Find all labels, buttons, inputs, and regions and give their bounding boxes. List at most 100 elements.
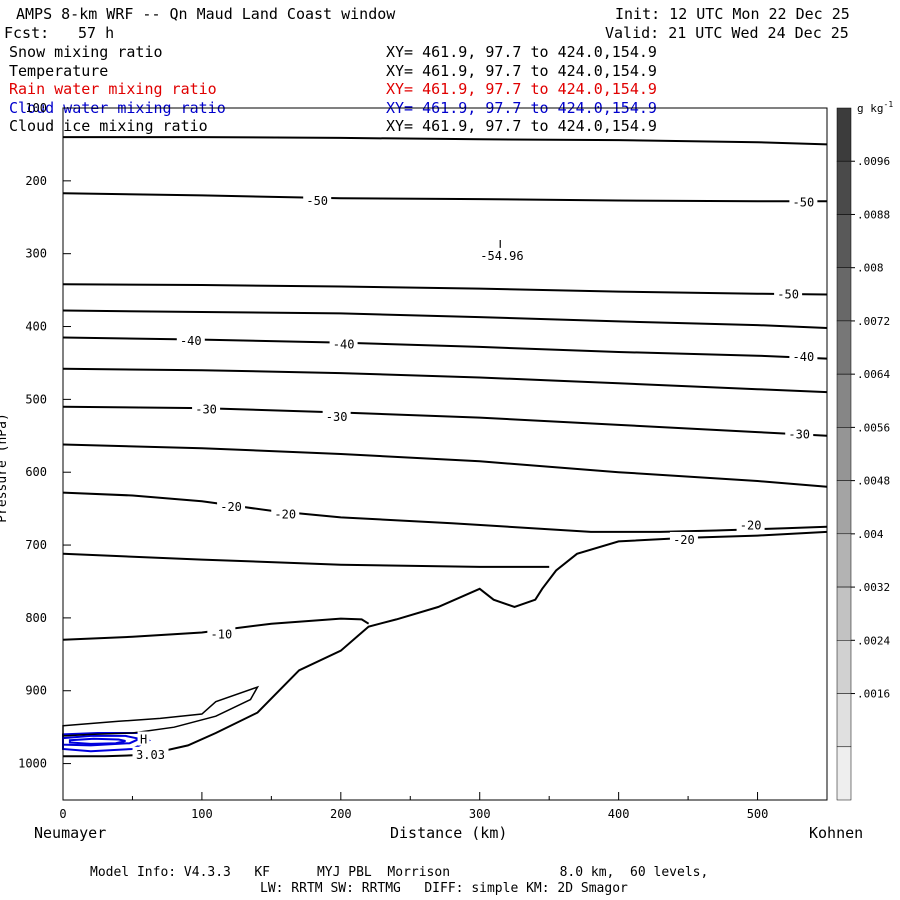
y-tick-label: 200 [25, 174, 47, 188]
colorbar-tick-label: .0096 [857, 155, 890, 168]
colorbar-tick-label: .0032 [857, 581, 890, 594]
field-name-rain: Rain water mixing ratio [9, 80, 217, 98]
plot-frame [62, 107, 828, 801]
temperature-contour-line [62, 617, 370, 641]
contour-label: -40 [180, 334, 202, 348]
colorbar-segment [836, 746, 852, 801]
colorbar-segment [836, 693, 852, 747]
x-tick-label: 100 [191, 807, 213, 821]
temperature-contour-line [62, 491, 828, 533]
contour-label-bg [217, 499, 246, 514]
cloud-water-contour [62, 734, 143, 747]
model-info-line-1: Model Info: V4.3.3 KF MYJ PBL Morrison 8… [90, 865, 709, 880]
colorbar-segment [836, 533, 852, 588]
contour-label: -50 [777, 287, 799, 301]
field-name-snow: Snow mixing ratio [9, 43, 163, 61]
x-tick-label: 500 [747, 807, 769, 821]
contour-label-bg [207, 626, 236, 641]
field-xy-cloud-ice: XY= 461.9, 97.7 to 424.0,154.9 [386, 117, 657, 135]
colorbar-tick-label: .0088 [857, 208, 890, 221]
temperature-contour-line [62, 552, 550, 568]
colorbar-tick-label: .0064 [857, 368, 890, 381]
field-name-cloud-ice: Cloud ice mixing ratio [9, 117, 208, 135]
colorbar-segment [836, 107, 852, 162]
y-tick-label: 600 [25, 465, 47, 479]
contour-label-bg [192, 401, 221, 416]
colorbar-tick-label: .0016 [857, 688, 890, 701]
y-tick-label: 500 [25, 392, 47, 406]
contour-label-bg [132, 746, 169, 761]
y-tick-label: 100 [25, 101, 47, 115]
contour-label-bg [774, 286, 803, 301]
contour-label: -50 [793, 196, 815, 210]
forecast-label: Fcst: [4, 24, 50, 42]
contour-label: -20 [220, 500, 242, 514]
x-tick-label: 0 [59, 807, 66, 821]
y-tick-label: 1000 [18, 757, 47, 771]
field-xy-snow: XY= 461.9, 97.7 to 424.0,154.9 [386, 43, 657, 61]
y-axis-label: Pressure (hPa) [0, 413, 10, 523]
model-info-line-2: LW: RRTM SW: RRTMG DIFF: simple KM: 2D S… [260, 881, 628, 896]
colorbar-segment [836, 640, 852, 694]
contour-label: -20 [274, 507, 296, 521]
contour-label: L [498, 238, 505, 252]
contour-label-bg [322, 408, 351, 423]
contour-label: -20 [673, 533, 695, 547]
cloud-ice-contour [62, 685, 260, 737]
contour-label-bg [475, 247, 528, 262]
y-tick-label: 900 [25, 684, 47, 698]
axes: 0 100 200 300 400 500 100 200 300 400 500 600 700 800… [18, 101, 768, 821]
colorbar-segment [836, 427, 852, 481]
contour-label: -54.96 [480, 249, 523, 263]
colorbar-tick-label: .0024 [857, 634, 890, 647]
y-tick-label: 400 [25, 320, 47, 334]
colorbar-tick-label: .004 [857, 528, 884, 541]
temperature-contour-line [62, 192, 827, 203]
contour-label-bg [789, 349, 818, 364]
contour-label: -40 [333, 338, 355, 352]
temperature-contour-line [62, 405, 828, 437]
terrain-outline [62, 530, 828, 758]
contour-label-bg [789, 194, 818, 209]
x-end-label: Kohnen [809, 824, 864, 842]
colorbar-tick-label: .0048 [857, 475, 890, 488]
contour-labels: -50 -50 L-54.96 -50 -40 -40 -40 -30 -30 -30 -20 -20… [132, 193, 818, 762]
contour-label-bg [785, 426, 814, 441]
colorbar-segment [836, 373, 852, 428]
valid-time: Valid: 21 UTC Wed 24 Dec 25 [605, 24, 849, 42]
forecast-hours: 57 h [78, 24, 115, 42]
contour-label-bg [303, 193, 332, 208]
x-tick-label: 300 [469, 807, 491, 821]
temperature-contour-line [62, 283, 828, 296]
temperature-contour-line [63, 136, 828, 146]
cloud-water-contour [68, 737, 126, 745]
chart-title: AMPS 8-km WRF -- Qn Maud Land Coast wind… [16, 5, 396, 23]
colorbar-tick-label: .008 [857, 262, 884, 275]
colorbar-segment [836, 267, 852, 322]
x-start-label: Neumayer [34, 824, 107, 842]
colorbar: .0096 .0088 .008 .0072 .0064 .0056 .0048 .004 .0… [836, 107, 890, 801]
contour-label: -40 [793, 350, 815, 364]
temperature-contours [62, 136, 828, 641]
init-time: Init: 12 UTC Mon 22 Dec 25 [615, 5, 850, 23]
contour-label-bg [669, 531, 698, 546]
contour-label-bg [271, 506, 300, 521]
y-tick-label: 800 [25, 611, 47, 625]
contour-label-bg [495, 236, 508, 251]
colorbar-segment [836, 586, 852, 641]
contour-label: -30 [788, 427, 810, 441]
contour-label-bg [736, 517, 765, 532]
colorbar-segment [836, 320, 852, 375]
y-tick-label: 300 [25, 247, 47, 261]
contour-label: 3.03 [136, 748, 165, 762]
colorbar-segment [836, 214, 852, 268]
colorbar-segment [836, 160, 852, 215]
field-name-temperature: Temperature [9, 62, 109, 80]
contour-label: -10 [211, 628, 233, 642]
contour-label-bg [329, 336, 358, 351]
x-axis-label: Distance (km) [390, 824, 508, 842]
colorbar-segment [836, 480, 852, 535]
terrain-line [63, 530, 828, 758]
contour-label-bg [176, 333, 205, 348]
